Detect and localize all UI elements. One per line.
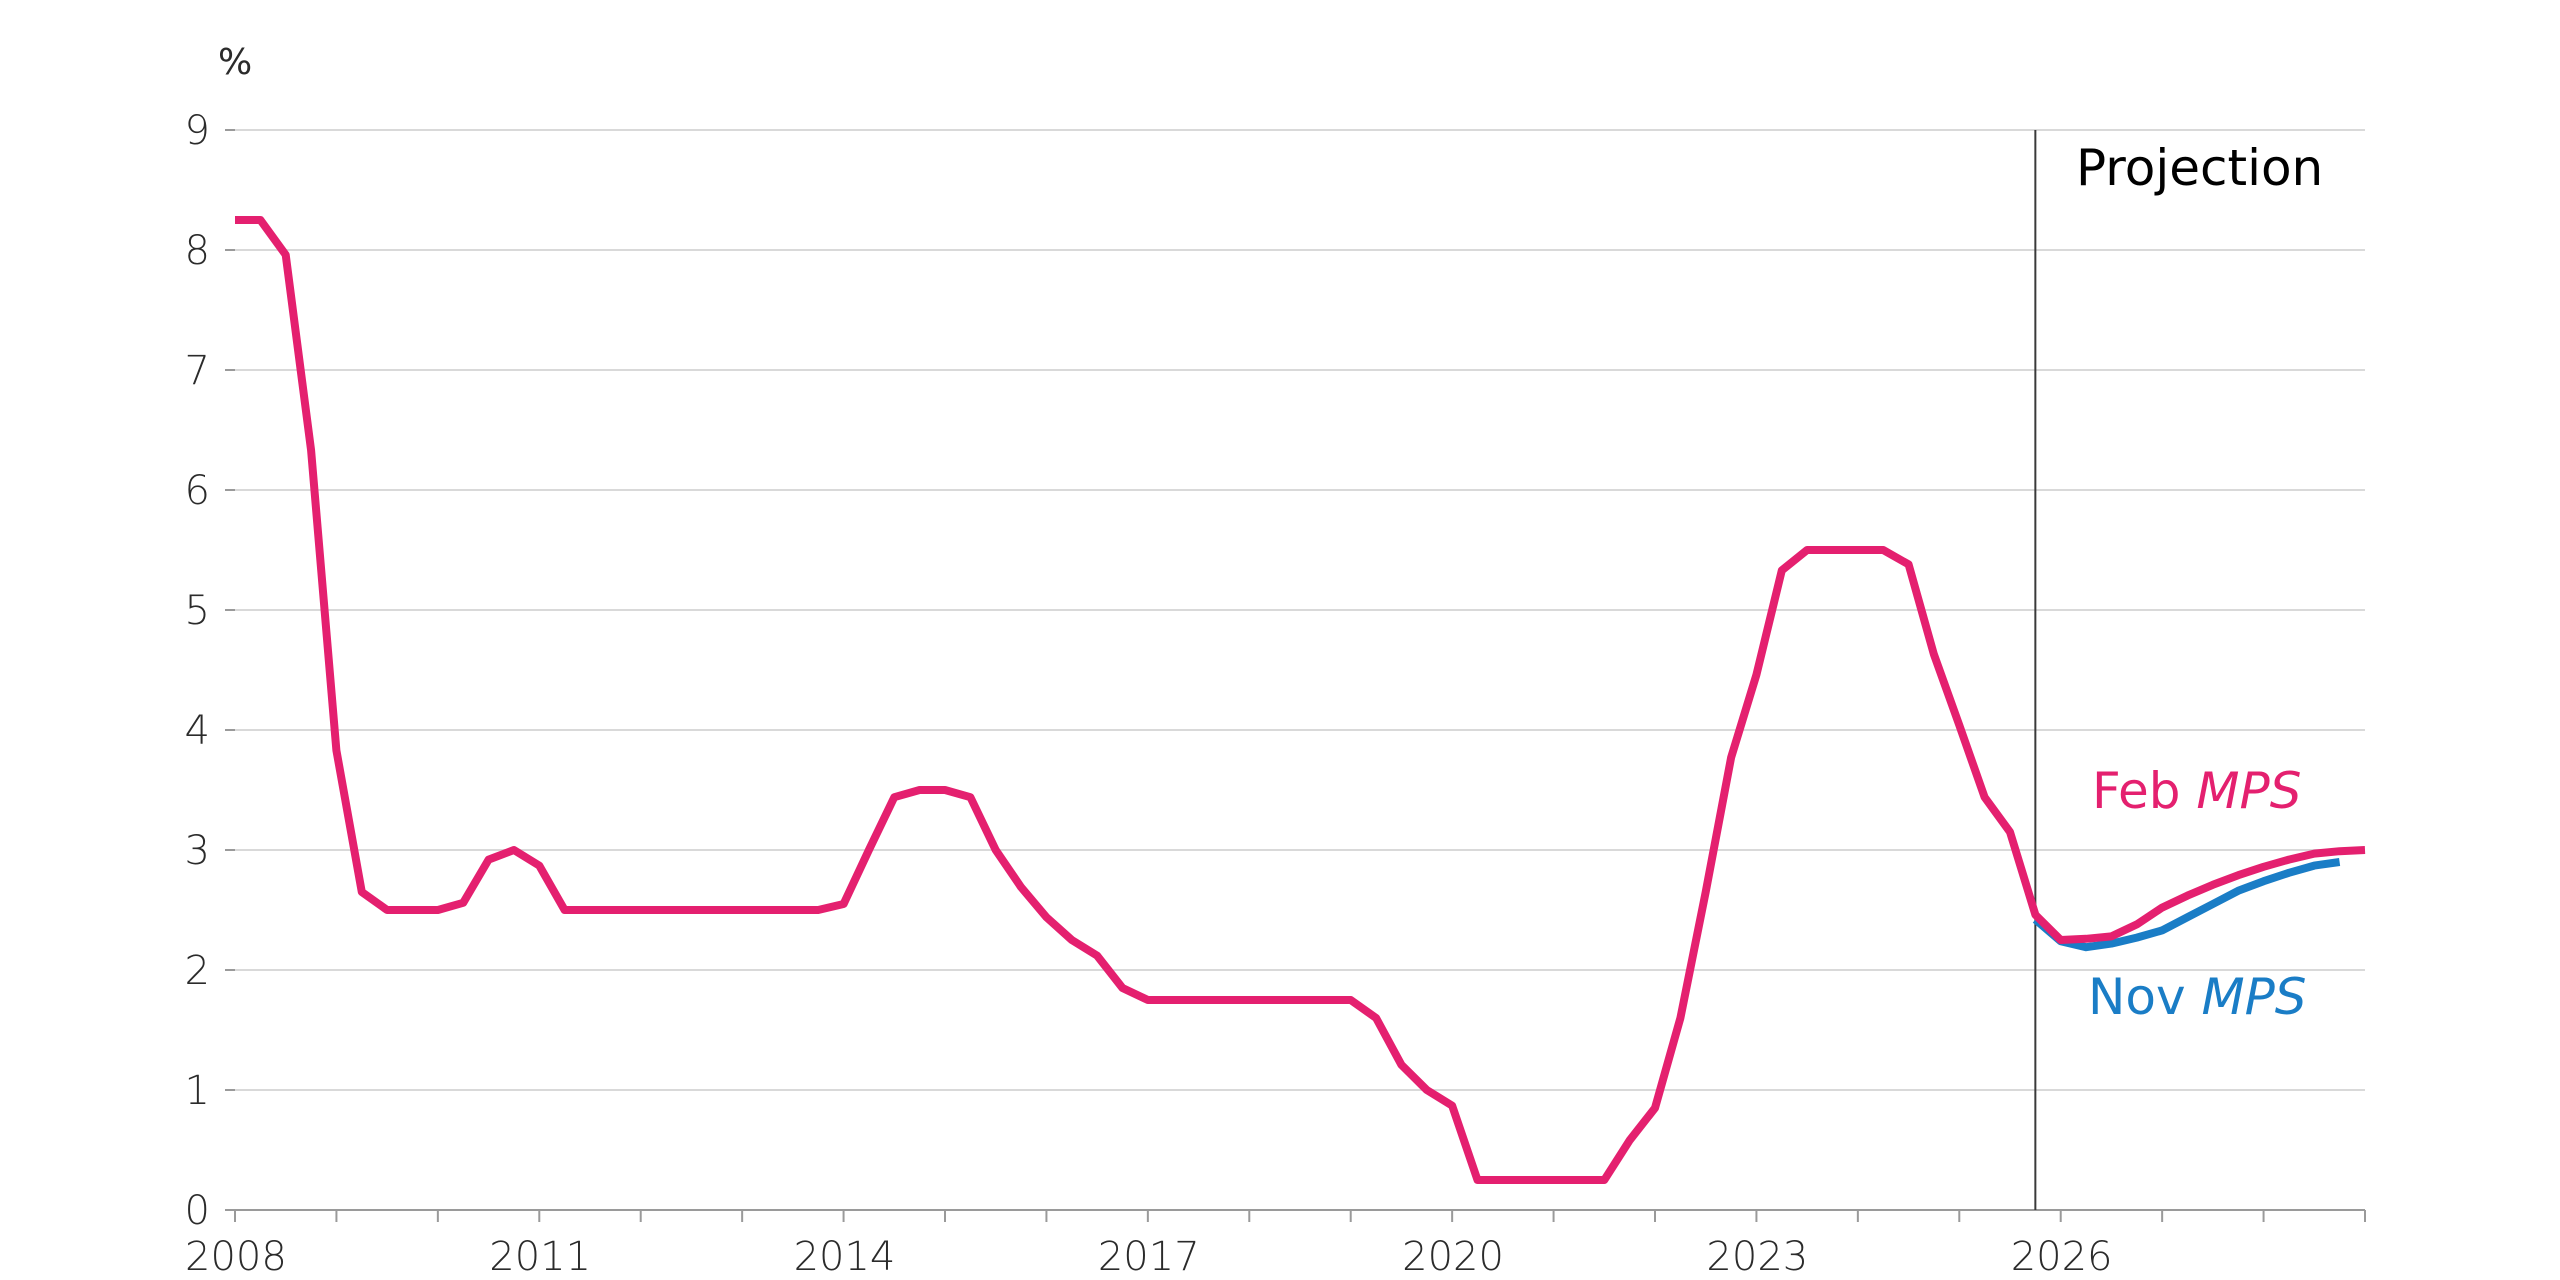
y-tick-label-2: 2 <box>185 948 210 994</box>
x-tick-label-2008: 2008 <box>185 1234 287 1280</box>
y-tick-label-3: 3 <box>185 828 210 874</box>
x-tick-label-2026: 2026 <box>2011 1234 2113 1280</box>
y-tick-label-5: 5 <box>185 588 210 634</box>
series-label-nov-mps-text: Nov <box>2088 968 2201 1026</box>
series-line-nov-mps <box>2032 858 2341 952</box>
y-tick-label-9: 9 <box>185 108 210 154</box>
series-line-feb-mps <box>235 216 2366 1184</box>
y-tick-label-0: 0 <box>185 1188 210 1234</box>
series-label-feb-mps: Feb MPS <box>2092 762 2301 820</box>
x-tick-label-2020: 2020 <box>1402 1234 1504 1280</box>
y-tick-label-1: 1 <box>185 1068 210 1114</box>
projection-label: Projection <box>2076 139 2323 197</box>
series-label-feb-mps-italic: MPS <box>2196 762 2301 820</box>
x-tick-label-2023: 2023 <box>1706 1234 1808 1280</box>
x-tick-label-2011: 2011 <box>489 1234 591 1280</box>
gridlines <box>235 129 2365 1091</box>
series-label-nov-mps-italic: MPS <box>2201 968 2306 1026</box>
x-tick-label-2017: 2017 <box>1098 1234 1200 1280</box>
y-axis-ticks: 0 1 2 3 4 5 6 7 8 9 <box>185 108 235 1234</box>
y-tick-label-8: 8 <box>185 228 210 274</box>
y-tick-label-7: 7 <box>185 348 210 394</box>
x-tick-label-2014: 2014 <box>794 1234 896 1280</box>
series-label-feb-mps-text: Feb <box>2092 762 2196 820</box>
x-axis: 2008 2011 2014 2017 2020 2023 2026 <box>185 1209 2366 1280</box>
series-lines <box>235 216 2366 1184</box>
y-tick-label-4: 4 <box>185 708 210 754</box>
y-tick-label-6: 6 <box>185 468 210 514</box>
projection-marker: Projection <box>2034 130 2323 1210</box>
y-unit-label: % <box>218 42 252 83</box>
series-label-nov-mps: Nov MPS <box>2088 968 2307 1026</box>
